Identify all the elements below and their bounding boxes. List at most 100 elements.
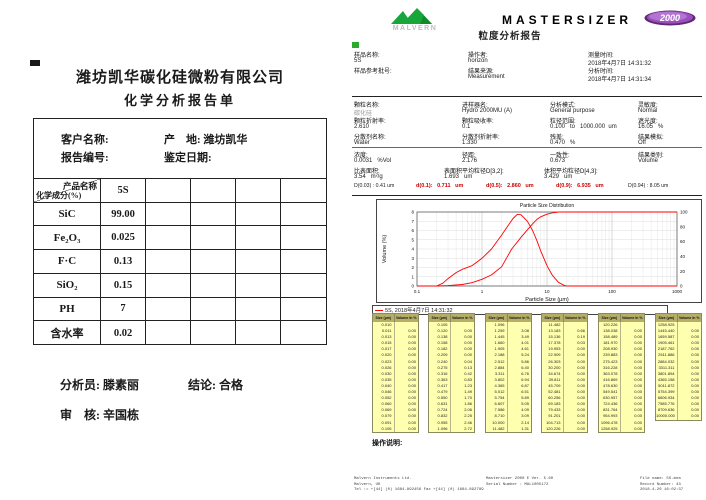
size-cell: 954.993 [599, 413, 621, 420]
size-cell: 4.365 [486, 382, 508, 390]
d09-value: d(0.9): 6.935 um [556, 183, 604, 189]
size-table-row: 2187.762 0.00 [656, 346, 701, 353]
empty-cell [236, 321, 281, 345]
size-cell: 1258.925 [599, 425, 621, 432]
size-cell: 0.105 [429, 322, 451, 329]
corner-product-label: 产品名称 [62, 181, 97, 191]
result-value: 2.176 [462, 158, 478, 164]
empty-cell [146, 321, 191, 345]
mastersizer-report-page: MALVERN MASTERSIZER 2000 粒度分析报告 样品名称: 5S… [350, 0, 706, 500]
size-cell: 30.200 [542, 364, 564, 371]
size-table-row: 158.489 0.00 [599, 334, 644, 341]
volume-cell: 6.87 [521, 382, 529, 388]
empty-cell [191, 250, 236, 274]
legend-line-swatch [375, 309, 383, 311]
result-value: 1.693 um [444, 174, 473, 180]
empty-cell [281, 274, 326, 298]
size-cell: 3.802 [486, 376, 508, 383]
size-table-row: 0.363 0.83 [429, 376, 474, 383]
size-table-row: 316.228 0.00 [599, 364, 644, 371]
size-table-row: 0.052 0.00 [373, 395, 418, 402]
size-table-row: 11.482 [542, 322, 587, 329]
volume-cell: 3.08 [521, 328, 529, 334]
empty-cell [281, 203, 326, 227]
result-value: 0.0031 %Vol [354, 158, 392, 164]
report-title: 化学分析报告单 [123, 93, 236, 108]
param-label: 残差: [550, 135, 564, 141]
component-value-cell: 0.02 [101, 321, 146, 345]
volume-cell: 0.00 [577, 395, 585, 401]
component-name-cell: F·C [34, 250, 101, 274]
empty-cell [236, 202, 281, 227]
empty-cell [191, 297, 236, 322]
size-table-row: 39.811 0.00 [542, 376, 587, 383]
y-left-tick: 1 [411, 274, 414, 279]
component-value-cell: 0.025 [101, 226, 146, 251]
size-table-row: 0.182 0.00 [429, 346, 474, 353]
size-column-header: Size (µm) [373, 314, 395, 322]
empty-cell [146, 297, 191, 322]
size-cell: 0.631 [429, 401, 451, 408]
volume-cell: 0.83 [464, 376, 472, 382]
param-label: 遮光度: [638, 119, 658, 125]
size-cell: 3.311 [486, 370, 508, 377]
size-cell: 22.909 [542, 352, 564, 359]
size-cell: 0.832 [429, 413, 451, 420]
d003-value: D(0.03) : 0.41 um [354, 183, 395, 189]
size-table-row: 1.096 2.72 [429, 425, 474, 432]
x-tick: 0.1 [414, 289, 421, 294]
volume-cell: 0.66 [577, 328, 585, 334]
size-cell: 0.417 [429, 382, 451, 390]
empty-cell [191, 273, 236, 298]
size-table-row: 26.303 0.00 [542, 358, 587, 365]
size-table-row: 1905.461 0.00 [656, 340, 701, 347]
size-table-row: 0.013 0.00 [373, 334, 418, 341]
volume-cell: 0.00 [691, 334, 699, 340]
param-label: 分散剂名称: [354, 135, 386, 141]
empty-cell [191, 321, 236, 345]
size-table-row: 0.158 0.00 [429, 340, 474, 347]
source: Measurement [468, 74, 505, 80]
volume-cell: 4.09 [521, 407, 529, 413]
x-tick: 100 [608, 289, 616, 294]
size-table-row: 0.955 2.46 [429, 419, 474, 426]
size-cell: 630.957 [599, 395, 621, 402]
size-table-row: 831.764 0.00 [599, 407, 644, 414]
page-title: 粒度分析报告 [478, 31, 542, 42]
report-info-box: 客户名称: 产 地: 潍坊凯华 报告编号: 鉴定日期: [34, 119, 326, 179]
y-right-tick: 0 [680, 284, 683, 289]
x-axis-label: Particle Size (µm) [525, 297, 569, 302]
chemical-report-page: 潍坊凯华碳化硅微粉有限公司 化学分析报告单 客户名称: 产 地: 潍坊凯华 报告… [0, 0, 345, 500]
size-table-row: 0.011 0.00 [373, 328, 418, 335]
size-cell: 0.079 [373, 413, 395, 420]
volume-cell: 0.00 [408, 340, 416, 346]
size-cell: 10.000 [486, 419, 508, 426]
volume-cell: 0.00 [691, 346, 699, 352]
size-table-row: 239.883 0.00 [599, 352, 644, 359]
component-value-cell: 0.15 [101, 273, 146, 298]
size-table-row: 8709.636 0.00 [656, 407, 701, 414]
volume-cell: 1.70 [464, 395, 472, 401]
measured-label: 测量时间: [588, 53, 614, 59]
volume-cell: 0.00 [634, 376, 642, 382]
empty-cell [191, 179, 236, 203]
size-table-row: 5.754 5.89 [486, 395, 531, 402]
size-table-row: 60.256 0.00 [542, 395, 587, 402]
empty-cell [236, 273, 281, 298]
size-cell: 0.011 [373, 328, 395, 335]
volume-cell: 6.51 [521, 389, 529, 395]
volume-column-header: Volume In % [451, 316, 473, 320]
size-table-row: 34.674 0.00 [542, 370, 587, 377]
size-table-row: 275.423 0.00 [599, 358, 644, 365]
date-label: 鉴定日期: [164, 152, 212, 164]
size-table: Size (µm) Volume In % 0.105 0.120 0.00 0.138 0… [428, 313, 475, 433]
footer-file: File name: 5S.mea Record Number: 43 2018… [640, 477, 684, 492]
size-table: Size (µm) Volume In % 0.010 0.011 0.00 0.013 0… [372, 313, 419, 433]
size-cell: 5.754 [486, 395, 508, 402]
size-table-row: 6606.934 0.00 [656, 395, 701, 402]
size-cell: 0.040 [373, 382, 395, 390]
param-value: 16.05 % [638, 124, 664, 130]
size-cell: 0.046 [373, 389, 395, 396]
param-value: Off [638, 140, 646, 146]
size-cell: 831.764 [599, 407, 621, 414]
